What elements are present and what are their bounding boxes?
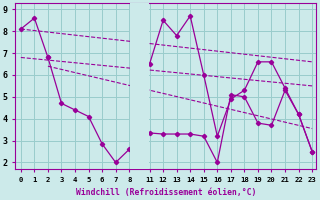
Bar bbox=[130, 3, 149, 169]
X-axis label: Windchill (Refroidissement éolien,°C): Windchill (Refroidissement éolien,°C) bbox=[76, 188, 256, 197]
